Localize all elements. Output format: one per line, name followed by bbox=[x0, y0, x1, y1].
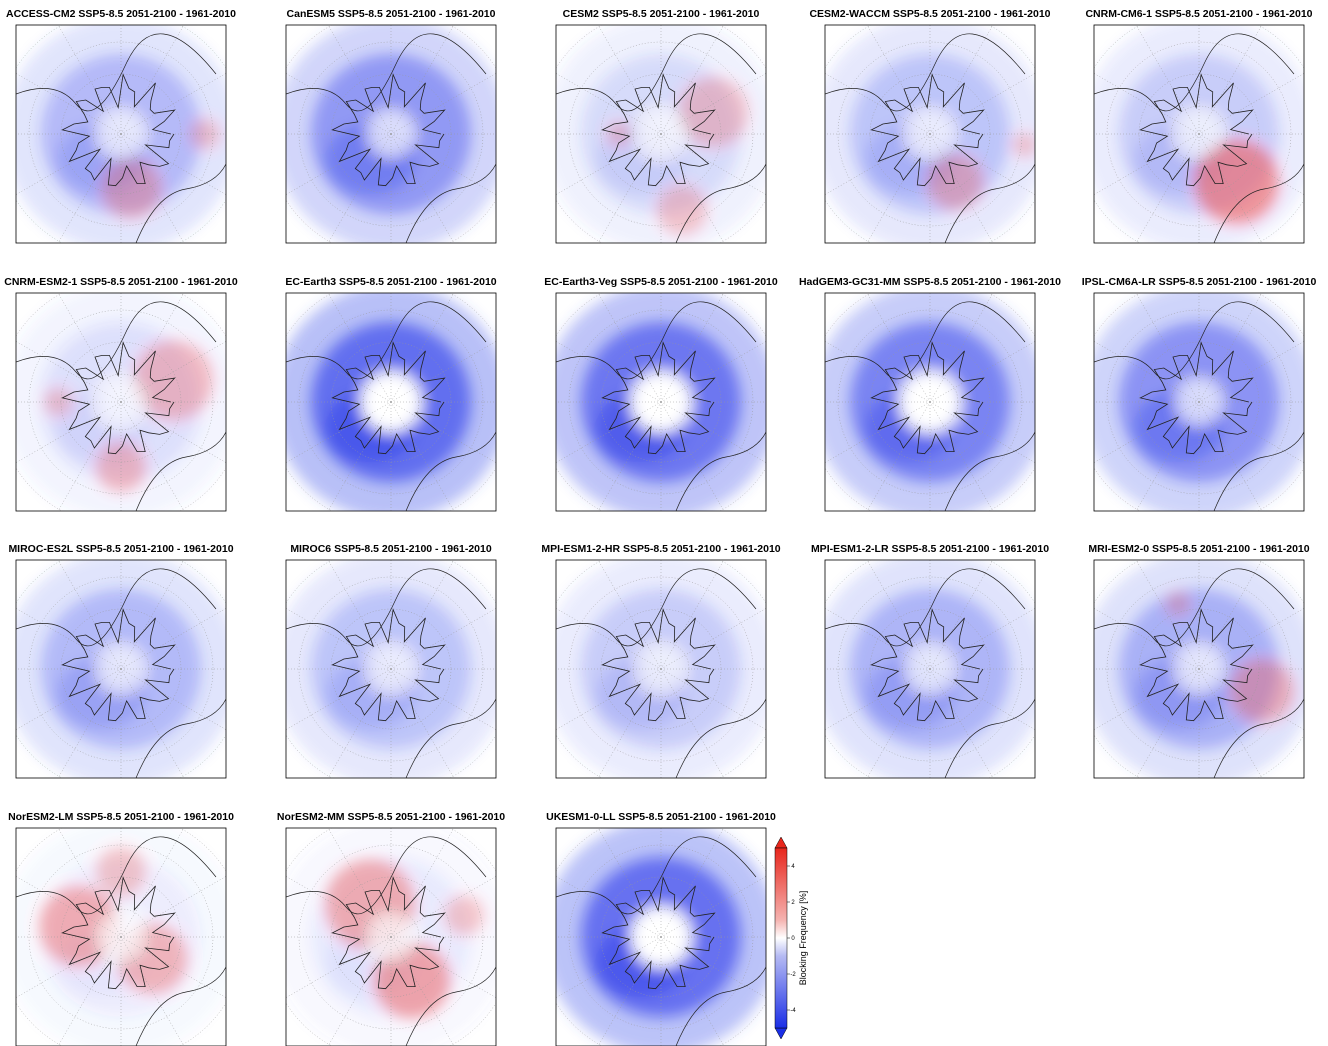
map-panel bbox=[501, 509, 821, 829]
map-panel bbox=[0, 0, 281, 294]
colorbar-tick-label: 2 bbox=[791, 900, 795, 906]
panel-title: MIROC-ES2L SSP5-8.5 2051-2100 - 1961-201… bbox=[8, 543, 233, 555]
map-panel bbox=[501, 0, 821, 294]
panel-title: HadGEM3-GC31-MM SSP5-8.5 2051-2100 - 196… bbox=[799, 276, 1061, 288]
panel-title: IPSL-CM6A-LR SSP5-8.5 2051-2100 - 1961-2… bbox=[1082, 276, 1317, 288]
panel-title: CanESM5 SSP5-8.5 2051-2100 - 1961-2010 bbox=[287, 8, 496, 20]
anomaly-positive bbox=[134, 340, 214, 420]
anomaly-positive bbox=[1166, 592, 1190, 616]
panel-title: ACCESS-CM2 SSP5-8.5 2051-2100 - 1961-201… bbox=[6, 8, 236, 20]
anomaly-positive bbox=[1013, 133, 1037, 157]
panel-title: EC-Earth3 SSP5-8.5 2051-2100 - 1961-2010 bbox=[285, 276, 496, 288]
map-panel bbox=[231, 242, 551, 562]
map-panel bbox=[1039, 509, 1328, 829]
panel-title: MIROC6 SSP5-8.5 2051-2100 - 1961-2010 bbox=[290, 543, 492, 555]
map-panel bbox=[231, 509, 551, 829]
map-panel bbox=[1039, 0, 1328, 294]
map-panel bbox=[0, 509, 281, 829]
field bbox=[543, 819, 779, 1046]
map-panel bbox=[231, 0, 551, 294]
colorbar-tick-label: -4 bbox=[790, 1008, 796, 1014]
anomaly-positive bbox=[679, 77, 749, 147]
colorbar-extend-min bbox=[775, 1028, 787, 1039]
colorbar-tick-label: 0 bbox=[791, 936, 795, 942]
field bbox=[273, 819, 509, 1046]
panel-title: CNRM-CM6-1 SSP5-8.5 2051-2100 - 1961-201… bbox=[1085, 8, 1312, 20]
colorbar bbox=[775, 848, 787, 1028]
colorbar-extend-max bbox=[775, 837, 787, 848]
anomaly-positive bbox=[1230, 659, 1294, 723]
panel-title: NorESM2-MM SSP5-8.5 2051-2100 - 1961-201… bbox=[277, 811, 505, 823]
panel-title: CESM2-WACCM SSP5-8.5 2051-2100 - 1961-20… bbox=[809, 8, 1050, 20]
colorbar-tick-label: 4 bbox=[791, 864, 795, 870]
anomaly-positive bbox=[96, 442, 146, 492]
anomaly-positive bbox=[927, 154, 983, 210]
panel-title: CNRM-ESM2-1 SSP5-8.5 2051-2100 - 1961-20… bbox=[4, 276, 238, 288]
colorbar-tick-label: -2 bbox=[790, 972, 796, 978]
panel-title: MRI-ESM2-0 SSP5-8.5 2051-2100 - 1961-201… bbox=[1088, 543, 1309, 555]
anomaly-positive bbox=[445, 895, 485, 935]
map-panel bbox=[501, 242, 821, 562]
map-panel bbox=[1039, 242, 1328, 562]
anomaly-positive bbox=[657, 185, 707, 235]
field bbox=[3, 819, 239, 1046]
map-panel bbox=[770, 0, 1090, 294]
panel-title: MPI-ESM1-2-LR SSP5-8.5 2051-2100 - 1961-… bbox=[811, 543, 1049, 555]
figure: ACCESS-CM2 SSP5-8.5 2051-2100 - 1961-201… bbox=[0, 0, 1328, 1046]
colorbar-label: Blocking Frequency [%] bbox=[798, 891, 808, 986]
map-panel bbox=[770, 242, 1090, 562]
map-panel bbox=[0, 242, 281, 562]
panel-title: NorESM2-LM SSP5-8.5 2051-2100 - 1961-201… bbox=[8, 811, 234, 823]
map-panel bbox=[770, 509, 1090, 829]
panel-title: MPI-ESM1-2-HR SSP5-8.5 2051-2100 - 1961-… bbox=[541, 543, 780, 555]
panel-title: EC-Earth3-Veg SSP5-8.5 2051-2100 - 1961-… bbox=[544, 276, 778, 288]
panel-title: UKESM1-0-LL SSP5-8.5 2051-2100 - 1961-20… bbox=[546, 811, 776, 823]
panel-title: CESM2 SSP5-8.5 2051-2100 - 1961-2010 bbox=[563, 8, 760, 20]
